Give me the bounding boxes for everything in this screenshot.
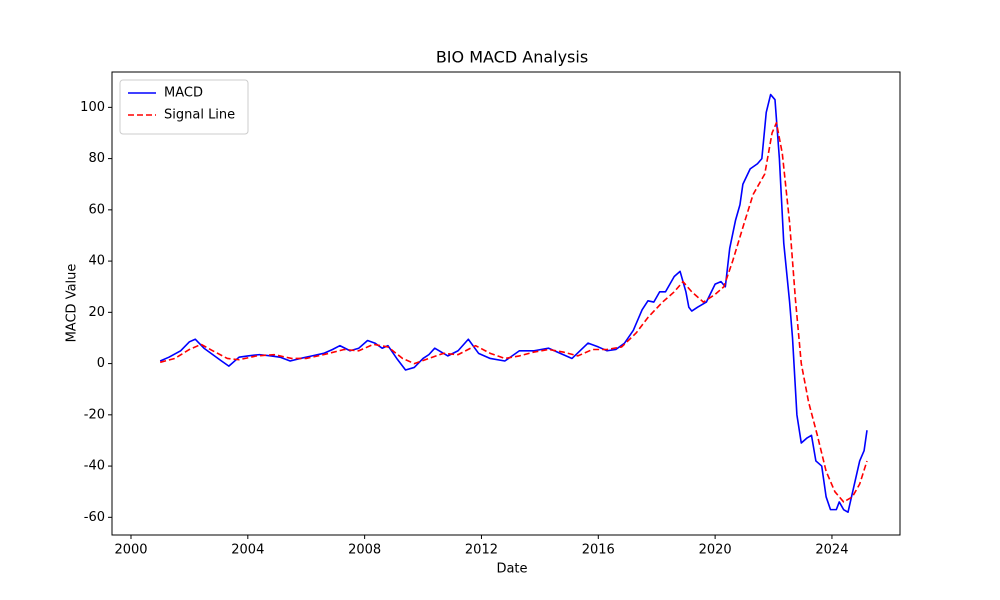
y-tick-label: -20 [84,407,105,422]
plot-frame [111,71,901,536]
chart-title: BIO MACD Analysis [436,48,588,67]
y-tick-label: 20 [88,305,105,320]
plot-area [159,93,868,513]
series-line [159,121,868,503]
y-tick-label: -60 [84,510,105,525]
legend-label: Signal Line [164,108,235,123]
y-tick-label: 100 [80,100,105,115]
x-tick-label: 2008 [348,543,381,558]
x-tick-label: 2020 [699,543,732,558]
x-tick-label: 2012 [465,543,498,558]
x-tick-label: 2016 [582,543,615,558]
x-tick-label: 2024 [815,543,848,558]
series-line [159,93,868,513]
y-axis-label: MACD Value [65,264,80,343]
y-tick-label: 60 [88,202,105,217]
x-axis-label: Date [496,562,527,577]
y-tick-label: 80 [88,151,105,166]
y-tick-label: 40 [88,254,105,269]
legend-label: MACD [164,86,203,101]
y-tick-label: 0 [97,356,105,371]
x-tick-label: 2004 [231,543,264,558]
x-tick-label: 2000 [114,543,147,558]
y-tick-label: -40 [84,459,105,474]
